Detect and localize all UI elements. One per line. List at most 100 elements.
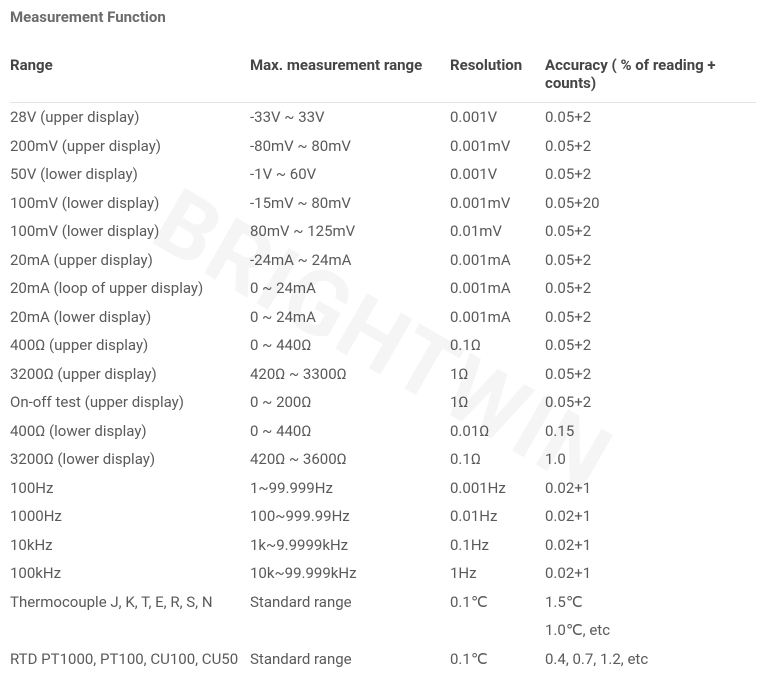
col-resolution: Resolution — [450, 54, 545, 103]
table-cell: 420Ω ~ 3600Ω — [250, 445, 450, 474]
table-cell: 100Hz — [10, 474, 250, 503]
table-cell: Standard range — [250, 588, 450, 617]
table-cell: 0.05+2 — [545, 274, 756, 303]
table-cell: 1.0 — [545, 445, 756, 474]
table-cell: 0.05+2 — [545, 103, 756, 132]
table-row: 50V (lower display)-1V ~ 60V0.001V0.05+2 — [10, 160, 756, 189]
table-cell: 100kHz — [10, 559, 250, 588]
table-cell: 0.1Ω — [450, 331, 545, 360]
table-cell: 100~999.99Hz — [250, 502, 450, 531]
table-cell: 20mA (loop of upper display) — [10, 274, 250, 303]
table-cell: 1Ω — [450, 360, 545, 389]
table-cell: 0.02+1 — [545, 531, 756, 560]
table-cell: 100mV (lower display) — [10, 189, 250, 218]
table-row: RTD PT1000, PT100, CU100, CU50Standard r… — [10, 645, 756, 674]
table-cell: 1.0℃, etc — [545, 616, 756, 645]
table-row: 28V (upper display)-33V ~ 33V0.001V0.05+… — [10, 103, 756, 132]
table-row: 100Hz1~99.999Hz0.001Hz0.02+1 — [10, 474, 756, 503]
table-cell: 0.02+1 — [545, 559, 756, 588]
table-cell: 0.01Hz — [450, 502, 545, 531]
table-cell: 0.05+2 — [545, 360, 756, 389]
table-cell: 0.001mV — [450, 132, 545, 161]
table-cell: 0.05+2 — [545, 388, 756, 417]
table-cell: 0.001V — [450, 103, 545, 132]
table-row: 200mV (upper display)-80mV ~ 80mV0.001mV… — [10, 132, 756, 161]
table-cell: 0.01Ω — [450, 417, 545, 446]
table-cell: 0.001mV — [450, 189, 545, 218]
table-cell: 0.001mA — [450, 274, 545, 303]
table-cell: -33V ~ 33V — [250, 103, 450, 132]
table-row: 100mV (lower display)-15mV ~ 80mV0.001mV… — [10, 189, 756, 218]
table-row: 20mA (upper display)-24mA ~ 24mA0.001mA0… — [10, 246, 756, 275]
table-cell: Standard range — [250, 645, 450, 674]
table-cell: 0 ~ 440Ω — [250, 331, 450, 360]
table-cell: -24mA ~ 24mA — [250, 246, 450, 275]
table-cell: 0.1Hz — [450, 531, 545, 560]
table-row: 400Ω (lower display)0 ~ 440Ω0.01Ω0.15 — [10, 417, 756, 446]
table-cell: 80mV ~ 125mV — [250, 217, 450, 246]
table-cell: 0.05+2 — [545, 331, 756, 360]
col-maxrange: Max. measurement range — [250, 54, 450, 103]
table-cell: Thermocouple J, K, T, E, R, S, N — [10, 588, 250, 617]
table-row: 3200Ω (lower display)420Ω ~ 3600Ω0.1Ω1.0 — [10, 445, 756, 474]
table-cell: 3200Ω (upper display) — [10, 360, 250, 389]
table-cell: 3200Ω (lower display) — [10, 445, 250, 474]
table-cell: 0.05+2 — [545, 132, 756, 161]
table-cell: -15mV ~ 80mV — [250, 189, 450, 218]
table-cell: 1.5℃ — [545, 588, 756, 617]
table-row: 100mV (lower display)80mV ~ 125mV0.01mV0… — [10, 217, 756, 246]
table-header-row: Range Max. measurement range Resolution … — [10, 54, 756, 103]
section-title: Measurement Function — [10, 8, 756, 26]
table-cell: 0 ~ 200Ω — [250, 388, 450, 417]
table-cell: 0.001mA — [450, 303, 545, 332]
table-row: 20mA (loop of upper display)0 ~ 24mA0.00… — [10, 274, 756, 303]
table-cell: 0.001mA — [450, 246, 545, 275]
table-cell: RTD PT1000, PT100, CU100, CU50 — [10, 645, 250, 674]
table-cell: 0.1℃ — [450, 588, 545, 617]
table-cell: 0.1℃ — [450, 645, 545, 674]
table-cell: 10kHz — [10, 531, 250, 560]
table-cell: 0.15 — [545, 417, 756, 446]
table-cell: 1k~9.9999kHz — [250, 531, 450, 560]
table-cell: 1Hz — [450, 559, 545, 588]
table-row: 1.0℃, etc — [10, 616, 756, 645]
table-body: 28V (upper display)-33V ~ 33V0.001V0.05+… — [10, 103, 756, 674]
table-cell — [450, 616, 545, 645]
table-cell: 0.1Ω — [450, 445, 545, 474]
table-cell: 420Ω ~ 3300Ω — [250, 360, 450, 389]
table-cell: 400Ω (upper display) — [10, 331, 250, 360]
table-row: 20mA (lower display)0 ~ 24mA0.001mA0.05+… — [10, 303, 756, 332]
table-cell: 200mV (upper display) — [10, 132, 250, 161]
table-cell: 28V (upper display) — [10, 103, 250, 132]
table-row: On-off test (upper display)0 ~ 200Ω1Ω0.0… — [10, 388, 756, 417]
col-accuracy: Accuracy ( % of reading + counts) — [545, 54, 756, 103]
table-cell: -1V ~ 60V — [250, 160, 450, 189]
table-cell: 0.001Hz — [450, 474, 545, 503]
table-row: 3200Ω (upper display)420Ω ~ 3300Ω1Ω0.05+… — [10, 360, 756, 389]
table-cell: 0.05+2 — [545, 303, 756, 332]
table-row: 100kHz10k~99.999kHz1Hz0.02+1 — [10, 559, 756, 588]
table-cell: 0.05+20 — [545, 189, 756, 218]
table-cell: 1~99.999Hz — [250, 474, 450, 503]
table-cell: 0.05+2 — [545, 246, 756, 275]
measurement-table: Range Max. measurement range Resolution … — [10, 54, 756, 673]
table-cell: 0 ~ 24mA — [250, 274, 450, 303]
table-cell: 10k~99.999kHz — [250, 559, 450, 588]
table-row: 10kHz1k~9.9999kHz0.1Hz0.02+1 — [10, 531, 756, 560]
table-row: 1000Hz100~999.99Hz0.01Hz0.02+1 — [10, 502, 756, 531]
table-cell: 20mA (lower display) — [10, 303, 250, 332]
table-cell: -80mV ~ 80mV — [250, 132, 450, 161]
table-cell: 50V (lower display) — [10, 160, 250, 189]
table-cell: 0 ~ 24mA — [250, 303, 450, 332]
table-cell — [250, 616, 450, 645]
table-cell: 0.02+1 — [545, 474, 756, 503]
table-cell: 0.05+2 — [545, 160, 756, 189]
table-cell: 0.4, 0.7, 1.2, etc — [545, 645, 756, 674]
table-cell: 20mA (upper display) — [10, 246, 250, 275]
table-cell: 0 ~ 440Ω — [250, 417, 450, 446]
table-cell: 0.001V — [450, 160, 545, 189]
table-cell: 0.01mV — [450, 217, 545, 246]
table-row: Thermocouple J, K, T, E, R, S, NStandard… — [10, 588, 756, 617]
table-cell: 1Ω — [450, 388, 545, 417]
table-cell: 100mV (lower display) — [10, 217, 250, 246]
